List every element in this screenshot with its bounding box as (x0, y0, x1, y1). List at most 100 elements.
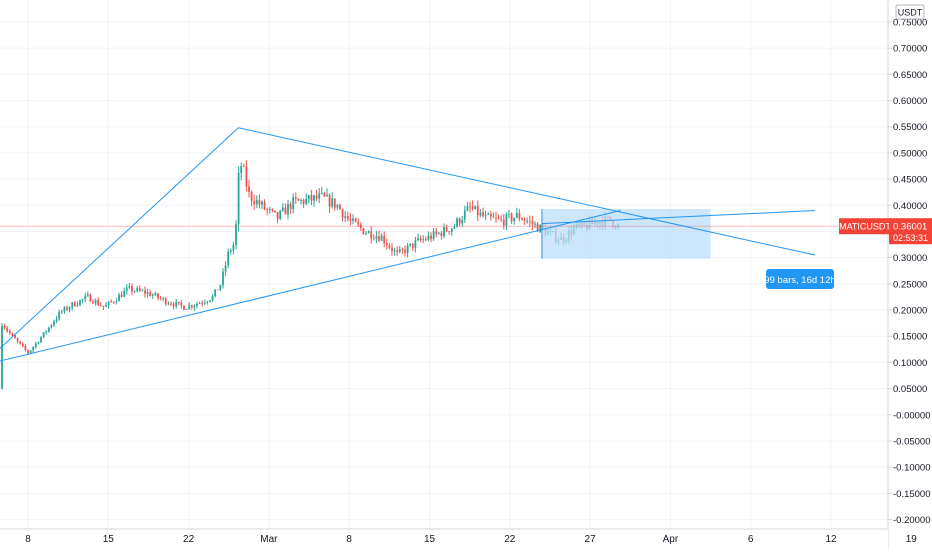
candle-down (159, 297, 162, 299)
candle-down (102, 305, 105, 307)
price-tick-label: 0.60000 (893, 96, 927, 107)
price-tick-label: 0.25000 (893, 279, 927, 290)
candle-up (154, 293, 157, 296)
price-tick-label: 0.10000 (893, 358, 927, 369)
candle-up (398, 249, 401, 252)
candle-down (383, 235, 386, 244)
price-tick-label: -0.10000 (893, 463, 931, 474)
candle-down (435, 231, 438, 234)
candle-up (318, 193, 321, 199)
candle-down (271, 208, 274, 211)
candle-up (45, 331, 48, 333)
grid (0, 0, 912, 529)
candle-up (227, 251, 230, 266)
price-tick-label: -0.15000 (893, 489, 931, 500)
trendline-ray (541, 210, 815, 225)
time-tick-label: 12 (825, 534, 837, 545)
candle-up (162, 298, 165, 300)
price-tick-label: -0.05000 (893, 436, 931, 447)
price-tick-label: 0.50000 (893, 148, 927, 159)
candle-down (310, 195, 313, 201)
candle-down (471, 206, 474, 209)
time-tick-label: 22 (183, 534, 195, 545)
candle-down (92, 301, 94, 304)
candle-down (500, 218, 503, 220)
candle-up (141, 290, 144, 292)
candle-up (393, 250, 396, 252)
candle-down (266, 209, 269, 210)
candle-up (81, 299, 84, 301)
candle-up (188, 305, 191, 310)
candle-down (27, 349, 29, 354)
candle-up (487, 213, 490, 215)
candle-down (183, 305, 185, 310)
candle-up (79, 300, 81, 305)
candle-up (326, 194, 328, 197)
candle-down (190, 305, 193, 308)
candle-down (492, 216, 495, 218)
candle-up (279, 210, 282, 219)
candle-up (63, 307, 66, 312)
candle-up (32, 346, 35, 351)
candle-up (539, 224, 542, 232)
price-tag-value: 0.36001 (893, 222, 927, 233)
drawings[interactable] (0, 127, 887, 366)
candle-up (37, 342, 40, 344)
candle-down (164, 298, 167, 305)
candle-down (3, 325, 6, 329)
candle-down (411, 243, 414, 248)
candle-up (105, 305, 107, 307)
time-tick-label: 22 (504, 534, 516, 545)
candle-up (47, 327, 50, 332)
candle-up (136, 288, 139, 292)
candle-up (146, 292, 149, 294)
candle-up (367, 231, 370, 234)
candle-down (339, 204, 341, 210)
candle-down (253, 200, 256, 205)
time-tick-label: 27 (585, 534, 597, 545)
candle-up (287, 203, 289, 215)
candle-down (448, 231, 451, 233)
candle-up (214, 289, 217, 297)
candle-up (432, 231, 435, 240)
candle-up (115, 301, 118, 302)
candle-down (359, 224, 362, 229)
price-tick-label: 0.20000 (893, 306, 927, 317)
candle-up (240, 166, 243, 173)
candle-down (97, 300, 100, 306)
price-tick-label: 0.40000 (893, 201, 927, 212)
candle-up (463, 210, 466, 220)
candle-down (180, 302, 183, 306)
candle-down (440, 232, 443, 237)
candle-down (258, 200, 261, 205)
candle-up (456, 218, 458, 227)
candle-up (268, 208, 271, 210)
candle-up (219, 284, 222, 290)
candle-down (362, 228, 365, 235)
candle-down (328, 194, 331, 207)
candle-up (107, 301, 110, 306)
candle-up (125, 287, 128, 291)
candle-up (151, 295, 154, 297)
candle-down (495, 217, 497, 219)
time-tick-label: 6 (748, 534, 754, 545)
candle-down (177, 302, 180, 303)
time-tick-label: 15 (424, 534, 436, 545)
trendline-1 (0, 210, 621, 362)
candle-down (349, 219, 352, 221)
candle-down (248, 186, 250, 193)
candle-up (331, 198, 334, 207)
candle-up (414, 240, 417, 248)
candle-up (300, 200, 302, 201)
candle-down (263, 201, 266, 210)
candle-up (505, 214, 508, 226)
candle-up (133, 291, 136, 292)
candle-up (94, 300, 97, 304)
candle-up (406, 245, 409, 254)
candle-down (149, 292, 152, 297)
candle-up (292, 197, 295, 210)
candle-up (380, 235, 383, 241)
